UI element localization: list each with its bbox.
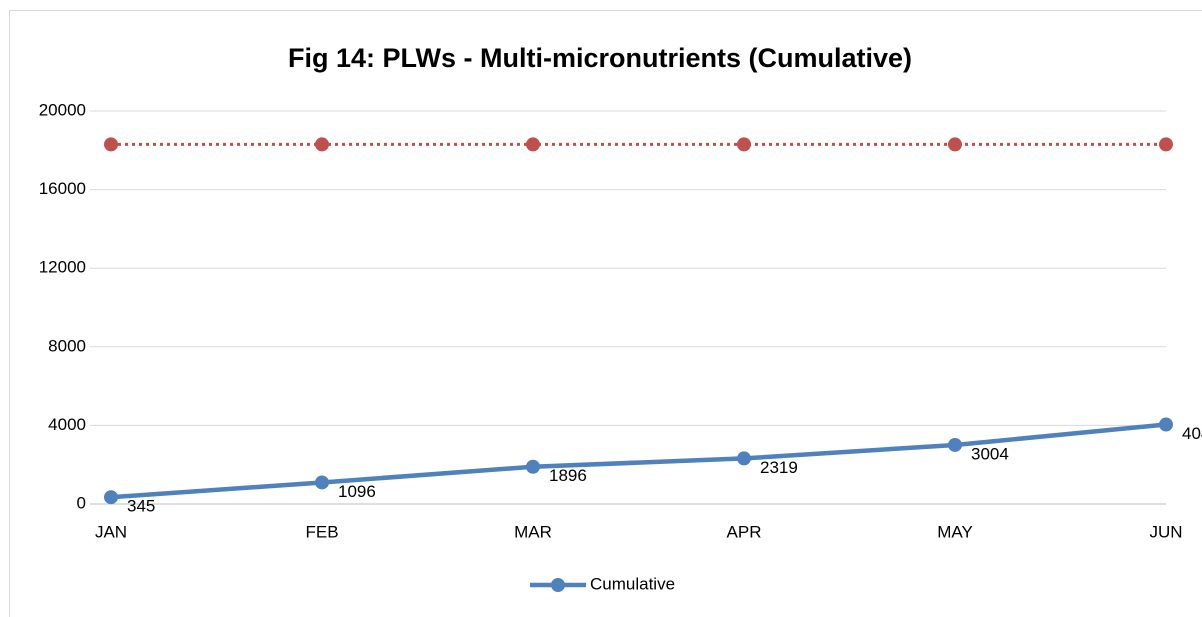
chart-border bbox=[9, 10, 1202, 617]
data-point bbox=[315, 137, 329, 152]
data-point bbox=[737, 451, 751, 466]
y-tick-label: 16000 bbox=[39, 179, 86, 198]
data-point bbox=[315, 475, 329, 490]
data-point bbox=[104, 137, 118, 152]
data-point bbox=[526, 459, 540, 474]
data-point bbox=[948, 137, 962, 152]
y-tick-label: 20000 bbox=[39, 100, 86, 119]
x-tick-label: MAY bbox=[937, 522, 973, 541]
x-tick-label: APR bbox=[727, 522, 762, 541]
series-line bbox=[108, 422, 1169, 500]
y-tick-label: 0 bbox=[77, 493, 86, 512]
data-point bbox=[104, 490, 118, 505]
y-tick-label: 8000 bbox=[48, 336, 86, 355]
data-point bbox=[948, 437, 962, 452]
legend-marker bbox=[551, 578, 565, 592]
x-tick-label: JUN bbox=[1149, 522, 1182, 541]
data-label: 345 bbox=[127, 497, 155, 516]
x-tick-label: MAR bbox=[514, 522, 552, 541]
x-tick-label: FEB bbox=[305, 522, 338, 541]
y-tick-label: 4000 bbox=[48, 415, 86, 434]
data-label: 3004 bbox=[971, 444, 1009, 463]
x-tick-label: JAN bbox=[95, 522, 127, 541]
data-label: 1896 bbox=[549, 466, 587, 485]
data-point bbox=[526, 137, 540, 152]
data-point bbox=[737, 137, 751, 152]
data-point bbox=[1159, 417, 1173, 432]
legend-label: Cumulative bbox=[590, 574, 675, 593]
y-tick-label: 12000 bbox=[39, 258, 86, 277]
data-point bbox=[1159, 137, 1173, 152]
data-label: 4044 bbox=[1182, 424, 1202, 443]
data-label: 2319 bbox=[760, 458, 798, 477]
data-label: 1096 bbox=[338, 482, 376, 501]
chart-title: Fig 14: PLWs - Multi-micronutrients (Cum… bbox=[288, 43, 912, 73]
